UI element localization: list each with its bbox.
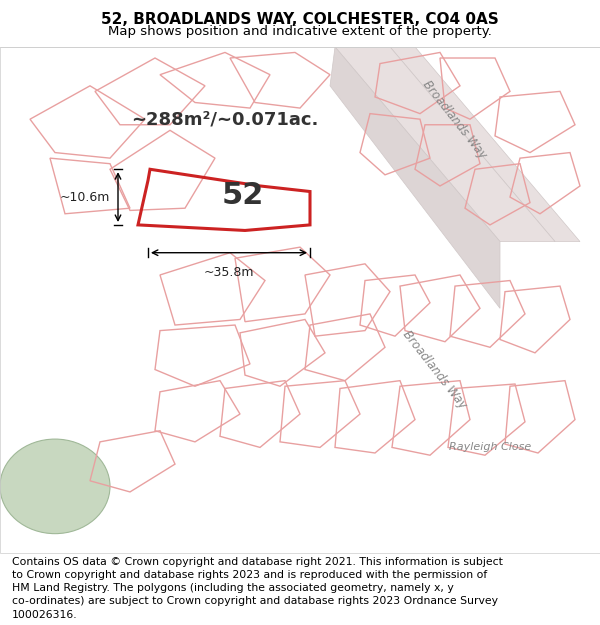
Text: 52: 52	[222, 181, 264, 210]
Ellipse shape	[0, 439, 110, 534]
Text: ~288m²/~0.071ac.: ~288m²/~0.071ac.	[131, 110, 319, 128]
Text: ~35.8m: ~35.8m	[204, 266, 254, 279]
Text: ~10.6m: ~10.6m	[59, 191, 110, 204]
Polygon shape	[390, 47, 580, 242]
Text: 52, BROADLANDS WAY, COLCHESTER, CO4 0AS: 52, BROADLANDS WAY, COLCHESTER, CO4 0AS	[101, 12, 499, 27]
Text: Contains OS data © Crown copyright and database right 2021. This information is : Contains OS data © Crown copyright and d…	[12, 557, 503, 619]
Text: Map shows position and indicative extent of the property.: Map shows position and indicative extent…	[108, 26, 492, 38]
Text: Broadlands Way: Broadlands Way	[421, 78, 490, 161]
Polygon shape	[335, 47, 555, 242]
Polygon shape	[330, 47, 500, 308]
Text: Rayleigh Close: Rayleigh Close	[449, 442, 531, 452]
Text: Broadlands Way: Broadlands Way	[400, 328, 470, 411]
